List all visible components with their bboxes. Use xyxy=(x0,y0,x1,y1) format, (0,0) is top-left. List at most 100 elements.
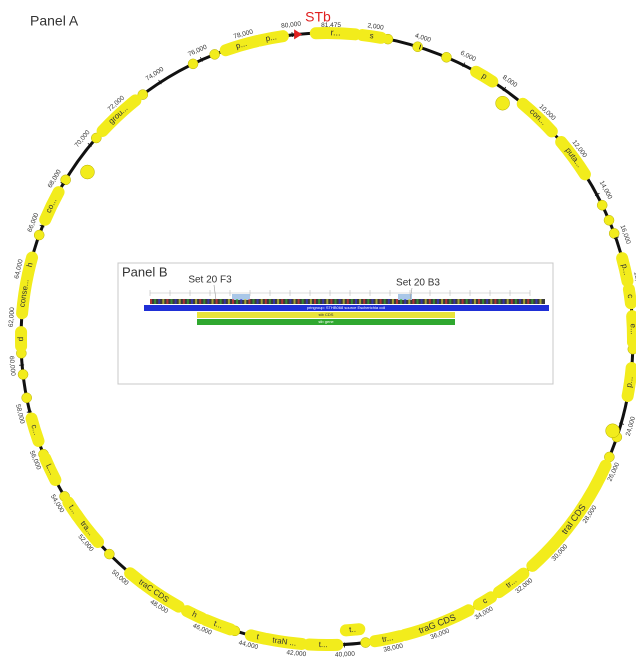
base xyxy=(515,299,517,304)
primer-label: Set 20 F3 xyxy=(188,275,232,286)
base xyxy=(412,299,414,304)
panel-a-label: Panel A xyxy=(30,13,79,29)
base xyxy=(523,299,525,304)
feature-arrow xyxy=(104,549,114,559)
base xyxy=(232,299,234,304)
base xyxy=(191,299,193,304)
base xyxy=(540,299,542,304)
feature-label: r... xyxy=(330,27,340,37)
base xyxy=(363,299,365,304)
base xyxy=(474,299,476,304)
feature-arrow xyxy=(597,200,607,210)
base xyxy=(265,299,267,304)
base xyxy=(421,299,423,304)
base xyxy=(306,299,308,304)
base xyxy=(503,299,505,304)
base xyxy=(449,299,451,304)
base xyxy=(294,299,296,304)
position-label: 42,000 xyxy=(286,649,307,658)
base xyxy=(248,299,250,304)
feature-arrow xyxy=(34,230,44,240)
feature-arrow xyxy=(441,52,451,62)
base xyxy=(417,299,419,304)
base xyxy=(199,299,201,304)
base xyxy=(343,299,345,304)
track-label: stb gene xyxy=(318,319,334,324)
base xyxy=(351,299,353,304)
base xyxy=(396,299,398,304)
feature-label: p... xyxy=(624,376,634,388)
base xyxy=(269,299,271,304)
feature-label: t... xyxy=(319,640,328,649)
base xyxy=(470,299,472,304)
base xyxy=(162,299,164,304)
base xyxy=(371,299,373,304)
base xyxy=(224,299,226,304)
primer-label: Set 20 B3 xyxy=(396,278,440,289)
base xyxy=(240,299,242,304)
base xyxy=(445,299,447,304)
figure: Panel A STb 2,0004,0006,0008,00010,00012… xyxy=(0,0,636,659)
base xyxy=(220,299,222,304)
position-label: 16,000 xyxy=(618,224,631,245)
base xyxy=(425,299,427,304)
base xyxy=(314,299,316,304)
base xyxy=(298,299,300,304)
track-label: pringroup: STHB068 source Escherichia co… xyxy=(307,305,386,310)
base xyxy=(359,299,361,304)
base xyxy=(433,299,435,304)
base xyxy=(466,299,468,304)
base xyxy=(355,299,357,304)
base xyxy=(203,299,205,304)
base xyxy=(216,299,218,304)
feature-arrow xyxy=(413,42,423,52)
base xyxy=(326,299,328,304)
base xyxy=(171,299,173,304)
base xyxy=(367,299,369,304)
base xyxy=(388,299,390,304)
base xyxy=(335,299,337,304)
base xyxy=(318,299,320,304)
base xyxy=(281,299,283,304)
base xyxy=(285,299,287,304)
base xyxy=(150,299,152,304)
base xyxy=(494,299,496,304)
base xyxy=(400,299,402,304)
feature-label: e... xyxy=(629,323,636,334)
base xyxy=(195,299,197,304)
base xyxy=(236,299,238,304)
base xyxy=(384,299,386,304)
base xyxy=(183,299,185,304)
base xyxy=(482,299,484,304)
feature-arrow xyxy=(210,49,220,59)
base xyxy=(330,299,332,304)
base xyxy=(441,299,443,304)
feature-arrow xyxy=(22,393,32,403)
feature-arrow xyxy=(18,369,28,379)
stb-marker xyxy=(294,29,302,39)
base xyxy=(404,299,406,304)
feature-arrow xyxy=(188,59,198,69)
base xyxy=(519,299,521,304)
base xyxy=(429,299,431,304)
base xyxy=(478,299,480,304)
base xyxy=(244,299,246,304)
base xyxy=(253,299,255,304)
base xyxy=(408,299,410,304)
position-label: 40,000 xyxy=(335,651,356,659)
base xyxy=(310,299,312,304)
base xyxy=(207,299,209,304)
base xyxy=(499,299,501,304)
feature-blob xyxy=(80,165,94,179)
base xyxy=(462,299,464,304)
base xyxy=(175,299,177,304)
base xyxy=(322,299,324,304)
base xyxy=(158,299,160,304)
base xyxy=(261,299,263,304)
base xyxy=(531,299,533,304)
base xyxy=(490,299,492,304)
base xyxy=(535,299,537,304)
base xyxy=(166,299,168,304)
base xyxy=(187,299,189,304)
base xyxy=(527,299,529,304)
